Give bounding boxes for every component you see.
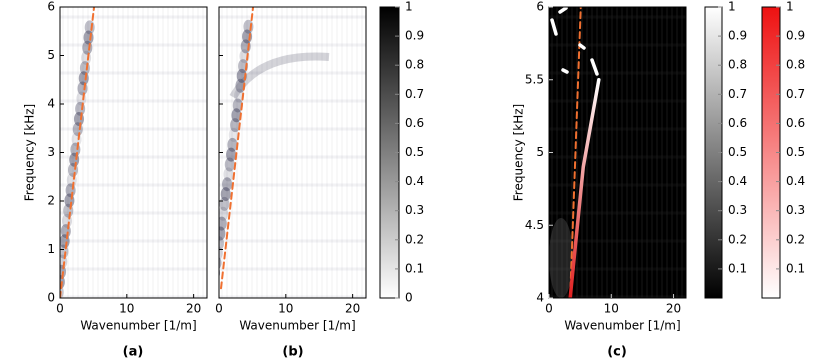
colorbar-tick-label: 1 (728, 0, 736, 14)
x-tick-label: 20 (345, 302, 360, 316)
colorbar-tick-label: 0.5 (786, 145, 805, 159)
y-tick-label: 3 (47, 145, 55, 159)
heatmap (549, 7, 686, 298)
heatmap-blob (232, 98, 243, 113)
heatmap-speck (558, 7, 568, 14)
heatmap-speck (550, 18, 558, 36)
x-tick-label: 0 (215, 302, 223, 316)
heatmap-blob (219, 236, 225, 251)
heatmap (60, 7, 207, 298)
dashed-line (60, 7, 96, 298)
colorbar-tick-label: 1 (405, 0, 413, 14)
x-tick-label: 10 (119, 302, 134, 316)
x-tick-label: 20 (666, 302, 681, 316)
subplot-label: (a) (123, 345, 144, 360)
colorbar-tick-label: 0.4 (405, 174, 424, 188)
heatmap-blob (219, 256, 222, 269)
heatmap-blob (243, 19, 254, 34)
colorbar-tick-label: 0.9 (405, 29, 424, 43)
heatmap-blob (223, 167, 234, 182)
heatmap-speck (590, 58, 599, 76)
heatmap-background (549, 7, 686, 298)
x-axis-label: Wavenumber [1/m] (80, 319, 196, 333)
colorbar-tick-label: 0.1 (728, 261, 747, 275)
y-tick-label: 4 (47, 97, 55, 111)
y-tick-label: 6 (47, 0, 55, 14)
y-axis-label: Frequency [kHz] (23, 104, 37, 201)
colorbar-tick-label: 0.7 (786, 87, 805, 101)
colorbar-tick-label: 0.1 (405, 261, 424, 275)
y-tick-label: 6 (536, 0, 544, 14)
heatmap-blob (84, 20, 95, 35)
x-axis-label: Wavenumber [1/m] (239, 319, 355, 333)
colorbar-tick-label: 0 (405, 291, 413, 305)
y-tick-label: 5 (536, 145, 544, 159)
colorbar-tick-label: 0.6 (786, 116, 805, 130)
x-tick-label: 0 (56, 302, 64, 316)
colorbar-tick-label: 0.8 (728, 58, 747, 72)
y-tick-label: 2 (47, 194, 55, 208)
y-tick-label: 5 (47, 48, 55, 62)
y-tick-label: 1 (47, 242, 55, 256)
dashed-line (220, 7, 255, 290)
y-axis-label: Frequency [kHz] (512, 104, 526, 201)
colorbar-tick-label: 0.8 (405, 58, 424, 72)
colorbar-tick-label: 0.5 (405, 145, 424, 159)
colorbar-tick-label: 0.7 (728, 87, 747, 101)
heatmap-blob (219, 196, 230, 211)
x-tick-label: 0 (545, 302, 553, 316)
colorbar-tick-label: 0.6 (405, 116, 424, 130)
colorbar-tick-label: 0.2 (786, 232, 805, 246)
heatmap-blob (209, 276, 219, 290)
heatmap (209, 7, 366, 298)
dashed-line (569, 7, 582, 298)
y-tick-label: 4 (536, 291, 544, 305)
colorbar-tick-label: 0.7 (405, 87, 424, 101)
heatmap-background (60, 7, 207, 298)
colorbar-tick-label: 0.6 (728, 116, 747, 130)
colorbar-tick-label: 1 (786, 0, 794, 14)
colorbar-tick-label: 0.9 (728, 29, 747, 43)
y-tick-label: 5.5 (525, 72, 544, 86)
colorbar-tick-label: 0.8 (786, 58, 805, 72)
colorbar-tick-label: 0.4 (786, 174, 805, 188)
ridge-line (568, 78, 601, 298)
x-tick-label: 20 (186, 302, 201, 316)
heatmap-blob (227, 137, 238, 152)
colorbar-tick-label: 0.4 (728, 174, 747, 188)
colorbar-tick-label: 0.3 (728, 203, 747, 217)
heatmap-speck (578, 43, 586, 50)
colorbar-tick-label: 0.2 (405, 232, 424, 246)
colorbar-tick-label: 0.5 (728, 145, 747, 159)
heatmap-blob (226, 147, 237, 162)
heatmap-blob (219, 226, 226, 241)
colorbar-tick-label: 0.3 (405, 203, 424, 217)
y-tick-label: 0 (47, 291, 55, 305)
heatmap-blob (220, 187, 231, 202)
colorbar-tick-label: 0.9 (786, 29, 805, 43)
colorbar-tick-label: 0.1 (786, 261, 805, 275)
x-tick-label: 10 (604, 302, 619, 316)
heatmap-blob (222, 177, 233, 192)
heatmap-speck (561, 68, 569, 74)
y-tick-label: 4.5 (525, 218, 544, 232)
heatmap-blob (228, 127, 239, 142)
subplot-label: (b) (282, 345, 303, 360)
heatmap-blob (230, 118, 241, 133)
x-axis-label: Wavenumber [1/m] (564, 319, 680, 333)
subplot-label: (c) (607, 345, 627, 360)
heatmap-blob (224, 157, 235, 172)
heatmap-branch (229, 52, 330, 100)
heatmap-blob (219, 206, 229, 221)
colorbar-tick-label: 0.3 (786, 203, 805, 217)
x-tick-label: 10 (278, 302, 293, 316)
heatmap-glow (549, 218, 573, 298)
heatmap-blob (231, 108, 242, 123)
colorbar-tick-label: 0.2 (728, 232, 747, 246)
heatmap-background (219, 7, 366, 298)
heatmap-blob (219, 216, 227, 231)
